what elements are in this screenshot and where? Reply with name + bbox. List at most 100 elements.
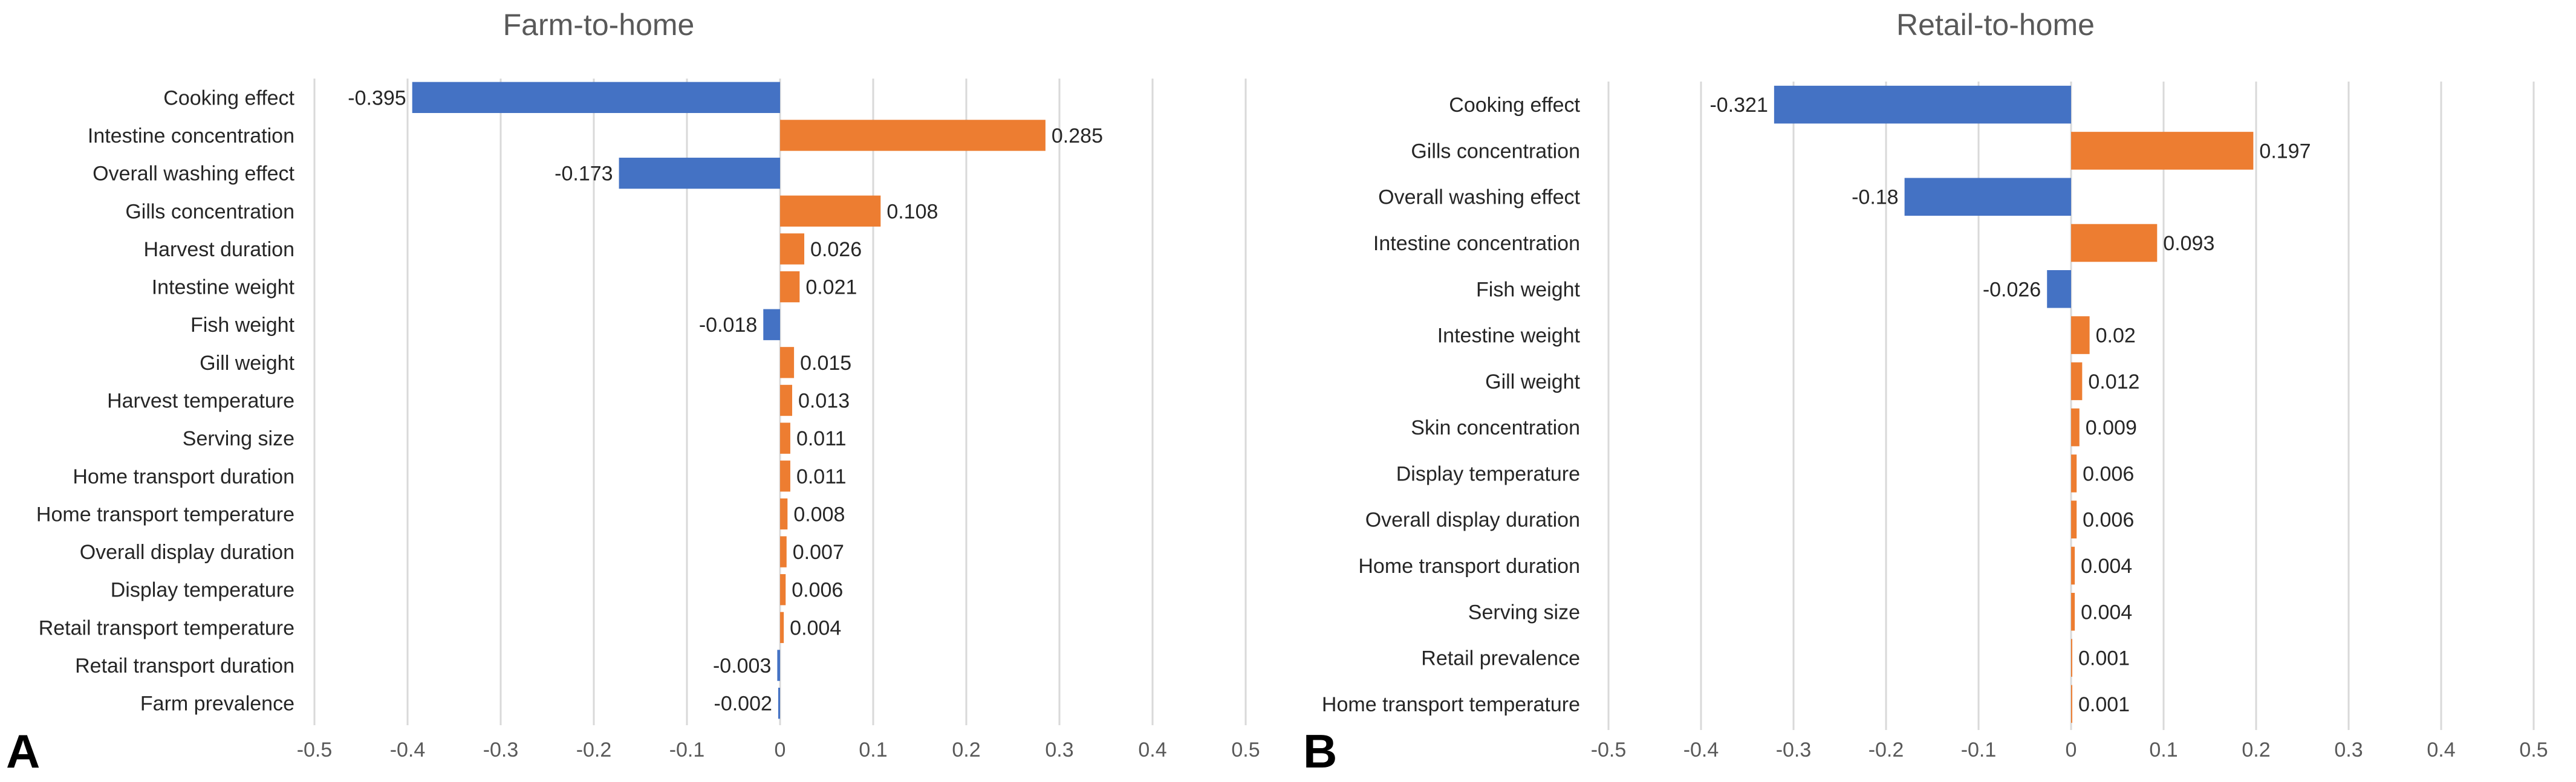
bar <box>2071 546 2075 585</box>
category-label: Intestine concentration <box>1373 232 1580 255</box>
bars-a: Cooking effect -0.395 Intestine concentrat… <box>36 82 1103 719</box>
x-tick-label: 0.4 <box>2427 738 2455 761</box>
data-label: -0.002 <box>714 693 772 716</box>
x-tick-label: 0.4 <box>1138 738 1166 761</box>
data-label: 0.015 <box>800 352 851 375</box>
data-label: -0.321 <box>1709 94 1768 117</box>
x-tick-label: 0.3 <box>1045 738 1073 761</box>
x-tick-label: 0 <box>2066 738 2077 761</box>
bar <box>2071 685 2072 723</box>
data-label: -0.18 <box>1852 186 1899 209</box>
category-label: Retail transport duration <box>75 654 294 677</box>
bar <box>763 309 780 340</box>
category-label: Farm prevalence <box>140 693 294 716</box>
category-label: Intestine weight <box>152 276 295 299</box>
bar <box>412 82 780 114</box>
category-label: Serving size <box>1468 601 1580 624</box>
bar <box>2071 593 2075 631</box>
data-label: 0.011 <box>796 465 847 488</box>
x-tick-label: -0.2 <box>576 738 612 761</box>
category-label: Gill weight <box>1485 370 1580 393</box>
bar <box>780 498 788 530</box>
category-label: Cooking effect <box>1449 94 1580 117</box>
data-label: -0.395 <box>348 86 406 109</box>
category-label: Serving size <box>183 427 294 450</box>
category-label: Overall washing effect <box>1378 186 1580 209</box>
data-label: 0.006 <box>2083 462 2134 485</box>
x-tick-label: -0.3 <box>1776 738 1812 761</box>
category-label: Display temperature <box>1396 462 1580 485</box>
x-tick-label: 0.2 <box>2242 738 2270 761</box>
data-label: 0.02 <box>2096 325 2136 347</box>
bar <box>780 195 881 227</box>
data-label: 0.093 <box>2163 232 2214 255</box>
bar <box>1774 85 2071 124</box>
data-label: 0.001 <box>2078 647 2130 670</box>
x-tick-label: -0.5 <box>1591 738 1627 761</box>
panel-a-farm-to-home: Farm-to-home A -0.5 -0.4 -0.3 -0.2 -0.1 0 0.1 0… <box>6 8 1260 778</box>
x-tick-label: -0.4 <box>390 738 426 761</box>
category-label: Overall washing effect <box>93 163 294 186</box>
bar <box>2071 639 2072 677</box>
gridlines-a: -0.5 -0.4 -0.3 -0.2 -0.1 0 0.1 0.2 0.3 0.4 0.5 <box>297 79 1260 761</box>
x-tick-label: -0.1 <box>1961 738 1997 761</box>
category-label: Overall display duration <box>1365 509 1580 532</box>
category-label: Gills concentration <box>125 200 294 223</box>
gridlines-b: -0.5 -0.4 -0.3 -0.2 -0.1 0 0.1 0.2 0.3 0.4 0.5 <box>1591 82 2548 761</box>
x-tick-label: 0 <box>775 738 786 761</box>
data-label: -0.003 <box>713 654 771 677</box>
data-label: 0.006 <box>2083 509 2134 532</box>
x-tick-label: -0.4 <box>1683 738 1719 761</box>
bar <box>2071 132 2254 170</box>
category-label: Gill weight <box>200 352 294 375</box>
category-label: Retail prevalence <box>1421 647 1580 670</box>
bar <box>780 233 805 265</box>
x-tick-label: 0.5 <box>2519 738 2548 761</box>
bar <box>2071 362 2083 401</box>
category-label: Overall display duration <box>80 541 294 564</box>
bar <box>780 536 787 567</box>
category-label: Harvest temperature <box>107 390 294 413</box>
bar <box>2071 408 2080 447</box>
data-label: 0.004 <box>790 616 841 639</box>
x-tick-label: 0.2 <box>952 738 980 761</box>
bar <box>2071 316 2090 354</box>
bar <box>780 120 1046 151</box>
bar <box>780 347 795 378</box>
bar <box>778 687 780 719</box>
bar <box>2071 500 2077 538</box>
category-label: Home transport duration <box>73 465 294 488</box>
bar <box>2071 224 2158 262</box>
bar <box>780 460 790 492</box>
category-label: Harvest duration <box>144 238 294 261</box>
category-label: Intestine weight <box>1437 325 1581 347</box>
panel-b-retail-to-home: Retail-to-home B -0.5 -0.4 -0.3 -0.2 -0.1 0 0.… <box>1303 8 2548 778</box>
bar <box>780 574 786 606</box>
data-label: 0.285 <box>1052 124 1103 147</box>
data-label: -0.173 <box>555 163 613 186</box>
bar <box>780 612 784 644</box>
bar <box>780 271 800 303</box>
x-tick-label: -0.5 <box>297 738 333 761</box>
data-label: 0.197 <box>2259 140 2311 163</box>
category-label: Skin concentration <box>1411 416 1580 439</box>
data-label: 0.011 <box>796 427 847 450</box>
panel-letter-a: A <box>6 725 40 778</box>
category-label: Home transport duration <box>1358 555 1580 578</box>
bar <box>2047 270 2071 308</box>
x-tick-label: 0.1 <box>859 738 887 761</box>
category-label: Cooking effect <box>163 86 294 109</box>
data-label: 0.004 <box>2081 601 2132 624</box>
data-label: 0.026 <box>810 238 862 261</box>
category-label: Display temperature <box>111 579 294 602</box>
bar <box>1904 178 2071 216</box>
category-label: Fish weight <box>1476 278 1581 301</box>
chart-title-a: Farm-to-home <box>503 8 695 42</box>
bars-b: Cooking effect -0.321 Gills concentration 0… <box>1322 85 2311 723</box>
category-label: Retail transport temperature <box>39 616 294 639</box>
bar <box>2071 454 2077 493</box>
data-label: 0.006 <box>792 579 843 602</box>
data-label: 0.007 <box>793 541 844 564</box>
panel-letter-b: B <box>1303 725 1337 778</box>
